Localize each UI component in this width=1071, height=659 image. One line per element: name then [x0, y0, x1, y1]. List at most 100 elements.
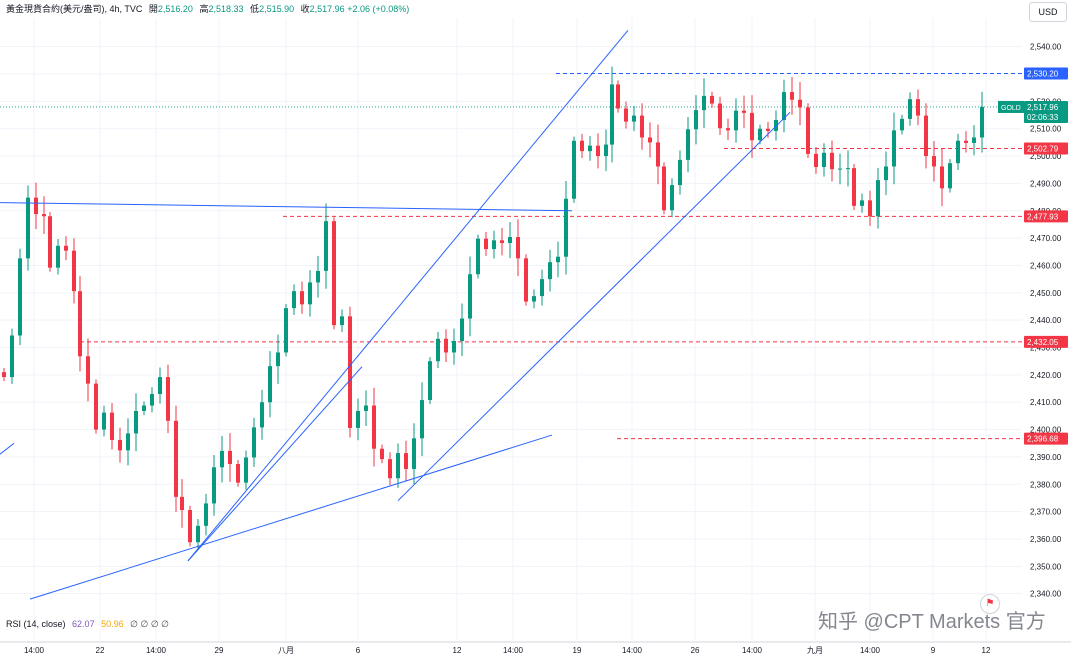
trendline	[0, 442, 15, 455]
candle-body	[640, 115, 644, 138]
symbol-header: 黃金現貨合約(美元/盎司), 4h, TVC 開2,516.20 高2,518.…	[6, 4, 410, 14]
current-price-tag	[1024, 100, 1068, 123]
price-axis: 2,340.00 2,350.00 2,360.00 2,370.00 2,380.00…	[998, 43, 1068, 599]
countdown-label: 02:06:33	[1027, 113, 1059, 122]
candle-body	[632, 115, 636, 122]
candle-body	[610, 84, 614, 145]
candle-body	[396, 453, 400, 479]
open-label: 開	[148, 4, 158, 14]
symbol-tag-label: GOLD	[1001, 105, 1021, 112]
price-tick-label: 2,440.00	[1030, 316, 1062, 325]
candle-body	[718, 103, 722, 129]
time-tick-label: 12	[982, 646, 991, 655]
candle-body	[750, 112, 754, 141]
candle-body	[158, 377, 162, 395]
candle-body	[556, 256, 560, 263]
low-label: 低	[250, 4, 260, 14]
price-tick-label: 2,460.00	[1030, 261, 1062, 270]
price-tick-label: 2,390.00	[1030, 453, 1062, 462]
candle-body	[516, 237, 520, 259]
candle-body	[110, 412, 114, 440]
time-tick-label: 26	[691, 646, 700, 655]
candle-body	[798, 99, 802, 108]
currency-button[interactable]: USD	[1029, 2, 1067, 22]
candle-body	[846, 168, 850, 170]
price-tick-label: 2,360.00	[1030, 535, 1062, 544]
candle-body	[656, 142, 660, 167]
candle-body	[532, 296, 536, 302]
close-label: 收	[300, 4, 310, 14]
trendline	[29, 434, 553, 600]
candle-body	[964, 140, 968, 143]
candle-body	[940, 166, 944, 189]
price-tick-label: 2,380.00	[1030, 480, 1062, 489]
candle-body	[806, 107, 810, 154]
price-level-tag	[1024, 142, 1068, 155]
price-tick-label: 2,410.00	[1030, 398, 1062, 407]
flag-icon: ⚑	[980, 594, 1000, 614]
candle-body	[228, 450, 232, 465]
rsi-ma-value: 50.96	[101, 619, 124, 629]
candle-body	[332, 221, 336, 326]
candle-body	[726, 128, 730, 131]
candle-body	[686, 129, 690, 160]
current-price-label: 2,517.96	[1027, 103, 1059, 112]
time-tick-label: 九月	[807, 646, 823, 655]
candle-body	[78, 291, 82, 357]
price-tick-label: 2,340.00	[1030, 590, 1062, 599]
candle-body	[10, 335, 14, 378]
candlesticks	[2, 66, 984, 550]
candle-body	[774, 119, 778, 131]
price-level-tag	[1024, 432, 1068, 445]
candle-body	[782, 92, 786, 120]
low-value: 2,515.90	[259, 4, 295, 14]
price-level-tag	[1024, 210, 1068, 223]
time-tick-label: 12	[453, 646, 462, 655]
chart-grid	[0, 18, 1022, 640]
candle-body	[468, 274, 472, 319]
candle-body	[26, 197, 30, 259]
rsi-placeholders: ∅ ∅ ∅ ∅	[130, 619, 170, 629]
trendlines	[0, 29, 791, 600]
candle-body	[734, 110, 738, 131]
time-tick-label: 9	[931, 646, 936, 655]
trendline	[187, 366, 363, 562]
symbol-name: 黃金現貨合約(美元/盎司)	[6, 4, 105, 14]
rsi-value: 62.07	[72, 619, 95, 629]
candle-body	[662, 166, 666, 211]
time-axis: 14:00 22 14:00 29 八月 6 12 14:00 19 14:00 26 14:00 九月…	[0, 641, 1071, 655]
candle-body	[276, 352, 280, 367]
candle-body	[404, 453, 408, 469]
candle-body	[766, 128, 770, 131]
price-tick-label: 2,350.00	[1030, 562, 1062, 571]
candle-body	[380, 448, 384, 460]
price-level-label: 2,502.79	[1027, 144, 1059, 153]
candle-body	[892, 130, 896, 167]
rsi-name: RSI (14, close)	[6, 619, 66, 629]
symbol-tag	[998, 100, 1024, 113]
price-level-label: 2,432.05	[1027, 338, 1059, 347]
candle-body	[118, 439, 122, 451]
candle-body	[236, 464, 240, 483]
candle-body	[540, 279, 544, 297]
candle-body	[524, 258, 528, 302]
candle-body	[150, 394, 154, 406]
close-value: 2,517.96	[309, 4, 345, 14]
candle-body	[860, 200, 864, 206]
candle-body	[444, 338, 448, 353]
price-tick-label: 2,450.00	[1030, 289, 1062, 298]
price-level-tag	[1024, 335, 1068, 348]
high-label: 高	[199, 4, 209, 14]
price-tick-label: 2,510.00	[1030, 125, 1062, 134]
candle-body	[508, 237, 512, 244]
time-tick-label: 19	[573, 646, 582, 655]
candle-body	[412, 438, 416, 469]
candle-body	[244, 457, 248, 483]
candle-body	[648, 137, 652, 143]
price-tick-label: 2,420.00	[1030, 371, 1062, 380]
candle-body	[572, 140, 576, 199]
rsi-indicator-legend[interactable]: RSI (14, close) 62.07 50.96 ∅ ∅ ∅ ∅	[6, 619, 169, 630]
time-tick-label: 14:00	[742, 646, 763, 655]
candle-body	[340, 316, 344, 326]
